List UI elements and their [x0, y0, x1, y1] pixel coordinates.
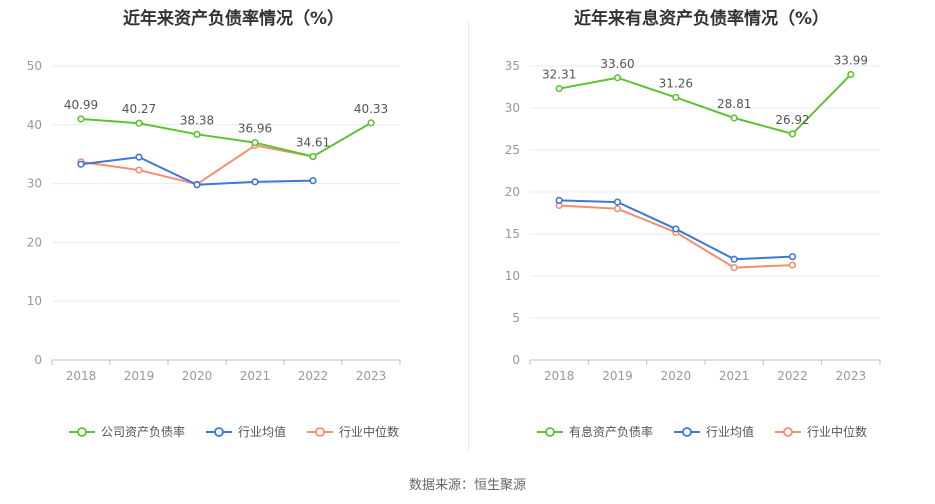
legend-item[interactable]: 行业均值: [205, 423, 286, 440]
data-label: 26.92: [775, 113, 809, 127]
legend-swatch-icon: [307, 426, 333, 437]
data-point[interactable]: [555, 196, 563, 204]
y-tick-label: 20: [505, 185, 520, 199]
x-tick-label: 2019: [124, 369, 155, 383]
y-tick-label: 15: [505, 227, 520, 241]
x-tick-label: 2020: [661, 369, 692, 383]
data-label: 38.38: [180, 113, 214, 127]
legend-label: 行业均值: [237, 425, 286, 439]
legend-swatch-icon: [536, 426, 563, 437]
legend-swatch-icon: [68, 426, 95, 437]
data-point[interactable]: [730, 255, 738, 263]
data-label: 36.96: [238, 122, 272, 136]
data-point[interactable]: [309, 152, 317, 161]
left-chart-panel: 近年来资产负债率情况（%） 0 10 20 30 40 50 2018 2019 2020 202…: [0, 0, 467, 450]
data-point[interactable]: [672, 93, 680, 102]
x-tick-label: 2021: [719, 369, 750, 383]
data-point[interactable]: [672, 225, 680, 233]
data-point[interactable]: [730, 264, 738, 272]
data-point[interactable]: [613, 205, 622, 213]
legend-item[interactable]: 行业中位数: [306, 423, 399, 440]
data-label: 33.99: [834, 53, 868, 67]
y-tick-label: 40: [27, 118, 42, 132]
legend-label: 有息资产负债率: [568, 425, 653, 439]
x-tick-label: 2023: [356, 369, 387, 383]
data-point[interactable]: [135, 166, 143, 174]
x-tick-label: 2018: [544, 369, 575, 383]
legend-label: 公司资产负债率: [100, 425, 185, 439]
x-tick-label: 2018: [66, 369, 97, 383]
data-point[interactable]: [251, 139, 259, 147]
series-line: [80, 117, 372, 158]
data-point[interactable]: [135, 119, 143, 127]
data-point[interactable]: [788, 261, 797, 269]
x-tick-label: 2022: [777, 369, 808, 383]
y-tick-label: 30: [27, 177, 42, 191]
data-label: 34.61: [296, 135, 330, 149]
data-label: 40.99: [64, 98, 98, 112]
y-tick-label: 0: [34, 353, 42, 367]
legend-label: 行业中位数: [339, 425, 400, 439]
legend-item[interactable]: 有息资产负债率: [536, 423, 653, 440]
data-point[interactable]: [77, 115, 85, 123]
legend-item[interactable]: 公司资产负债率: [68, 423, 185, 440]
x-tick-label: 2021: [240, 369, 271, 383]
x-tick-label: 2019: [602, 369, 633, 383]
data-point[interactable]: [788, 130, 797, 138]
data-point[interactable]: [555, 84, 563, 93]
data-point[interactable]: [847, 70, 855, 79]
series-line: [558, 73, 852, 135]
data-point[interactable]: [135, 153, 143, 161]
data-point[interactable]: [193, 181, 201, 189]
legend-item[interactable]: 行业均值: [673, 423, 754, 440]
x-tick-label: 2023: [836, 369, 867, 383]
y-tick-label: 30: [505, 101, 520, 115]
data-label: 31.26: [659, 76, 693, 90]
y-tick-label: 5: [512, 311, 520, 325]
legend-swatch-icon: [673, 426, 700, 437]
data-point[interactable]: [193, 130, 201, 138]
y-tick-label: 35: [505, 59, 520, 73]
legend-swatch-icon: [205, 426, 232, 437]
x-tick-label: 2022: [298, 369, 329, 383]
y-tick-label: 10: [27, 294, 42, 308]
data-label: 33.60: [600, 57, 634, 71]
right-chart-panel: 近年来有息资产负债率情况（%） 0 5 10 15 20 25 30 35 2018 2019 20…: [468, 0, 935, 450]
right-plot-area: 0 5 10 15 20 25 30 35 2018 2019 2020 2021 2022 2023 32…: [505, 53, 881, 383]
data-point[interactable]: [613, 74, 622, 82]
x-tick-label: 2020: [182, 369, 213, 383]
chart-title: 近年来资产负债率情况（%）: [122, 9, 345, 29]
y-tick-label: 25: [505, 143, 520, 157]
right-legend: 有息资产负债率 行业均值 行业中位数: [468, 423, 935, 440]
data-label: 28.81: [717, 97, 751, 111]
data-point[interactable]: [613, 198, 622, 206]
data-point[interactable]: [251, 178, 259, 186]
data-point[interactable]: [309, 177, 317, 185]
y-tick-label: 10: [505, 269, 520, 283]
left-plot-area: 0 10 20 30 40 50 2018 2019 2020 2021 2022 2023 40.99…: [27, 59, 401, 383]
data-point[interactable]: [730, 114, 738, 122]
y-tick-label: 20: [27, 235, 42, 249]
legend-label: 行业中位数: [807, 425, 868, 439]
legend-item[interactable]: 行业中位数: [774, 423, 867, 440]
y-tick-label: 50: [27, 59, 42, 73]
legend-swatch-icon: [775, 426, 801, 437]
data-label: 40.27: [122, 102, 156, 116]
series-line: [80, 144, 314, 186]
data-point[interactable]: [77, 160, 85, 168]
data-source-note: 数据来源：恒生聚源: [408, 478, 526, 493]
data-point[interactable]: [788, 253, 797, 261]
y-tick-label: 0: [512, 353, 520, 367]
data-point[interactable]: [367, 119, 375, 127]
legend-label: 行业均值: [705, 425, 754, 439]
chart-title: 近年来有息资产负债率情况（%）: [573, 9, 830, 29]
data-label: 40.33: [354, 102, 388, 116]
data-label: 32.31: [542, 68, 576, 82]
left-legend: 公司资产负债率 行业均值 行业中位数: [0, 423, 467, 440]
panel-divider: [468, 20, 469, 450]
